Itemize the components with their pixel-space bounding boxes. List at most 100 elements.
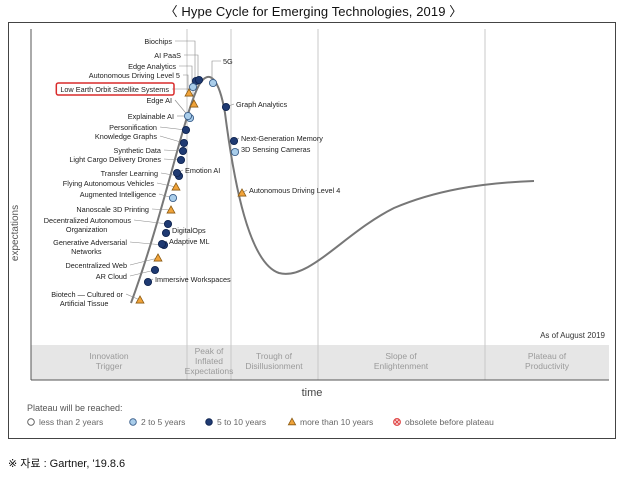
marker-synthetic-data <box>178 146 188 156</box>
label-line: Biotech — Cultured or <box>51 290 123 299</box>
phase-label: Innovation <box>89 351 128 361</box>
legend: less than 2 years 2 to 5 years 5 to 10 yea… <box>27 417 494 427</box>
label-autonomous-driving-level-4: Autonomous Driving Level 4 <box>249 186 340 195</box>
connector-edge-analytics <box>179 65 193 84</box>
marker-autonomous-driving-level-4 <box>237 188 247 197</box>
connector-knowledge-graphs <box>159 135 185 144</box>
connector-decentralized-autonomous-organization <box>133 219 169 225</box>
phase-label: Productivity <box>525 361 570 371</box>
phase-label: Peak of <box>195 346 224 356</box>
label-ai-paas: AI PaaS <box>154 51 181 60</box>
legend-marker-more-than-10-years <box>287 417 297 426</box>
legend-label-more-than-10-years: more than 10 years <box>300 417 373 427</box>
legend-marker-obsolete-before-plateau <box>393 418 401 426</box>
y-axis-label: expectations <box>10 205 21 261</box>
phase-label: Enlightenment <box>374 361 429 371</box>
phase-label: Inflated <box>195 356 223 366</box>
connector-ar-cloud <box>129 269 156 277</box>
marker-low-earth-orbit-satellite-systems <box>189 99 199 108</box>
phase-label: Disillusionment <box>245 361 303 371</box>
connector-autonomous-driving-level-5 <box>183 74 189 90</box>
marker-nanoscale-3d-printing <box>166 205 176 214</box>
label-flying-autonomous-vehicles: Flying Autonomous Vehicles <box>63 179 155 188</box>
label-biotech-cultured-or-artificial-tissue: Biotech — Cultured or Artificial Tissue <box>51 290 123 308</box>
legend-title: Plateau will be reached: <box>27 403 123 413</box>
label-edge-ai: Edge AI <box>146 96 172 105</box>
as-of-note: As of August 2019 <box>540 331 605 340</box>
label-immersive-workspaces: Immersive Workspaces <box>155 275 231 284</box>
marker-adaptive-ml <box>157 239 167 249</box>
legend-marker-5-to-10-years <box>205 418 213 426</box>
label-low-earth-orbit-satellite-systems: Low Earth Orbit Satellite Systems <box>60 85 169 94</box>
label-5g: 5G <box>223 57 233 66</box>
marker-next-generation-memory <box>229 136 239 146</box>
phase-label: Trough of <box>256 351 293 361</box>
legend-marker-obsolete-before-plateau-cross <box>394 419 400 425</box>
hype-cycle-figure: Biochips AI PaaS Edge Analytics Autonomous … <box>8 22 616 439</box>
marker-flying-autonomous-vehicles <box>171 182 181 191</box>
legend-label-less-than-2-years: less than 2 years <box>39 417 103 427</box>
marker-digitalops <box>161 228 171 238</box>
marker-decentralized-web <box>153 253 163 262</box>
technology-markers <box>135 75 247 304</box>
legend-marker-less-than-2-years <box>27 418 35 426</box>
label-personification: Personification <box>109 123 157 132</box>
marker-decentralized-autonomous-organization <box>163 219 173 229</box>
phase-label: Expectations <box>185 366 234 376</box>
marker-3d-sensing-cameras <box>230 147 240 157</box>
label-augmented-intelligence: Augmented Intelligence <box>80 190 156 199</box>
marker-graph-analytics <box>221 102 231 112</box>
label-graph-analytics: Graph Analytics <box>236 100 287 109</box>
marker-personification <box>181 125 191 135</box>
marker-light-cargo-delivery-drones <box>176 155 186 165</box>
legend-label-5-to-10-years: 5 to 10 years <box>217 417 266 427</box>
label-nanoscale-3d-printing: Nanoscale 3D Printing <box>76 205 149 214</box>
highlight-box <box>55 82 175 96</box>
label-biochips: Biochips <box>144 37 172 46</box>
phase-label: Slope of <box>385 351 417 361</box>
label-transfer-learning: Transfer Learning <box>101 169 158 178</box>
legend-label-obsolete-before-plateau: obsolete before plateau <box>405 417 494 427</box>
marker-ar-cloud <box>150 265 160 275</box>
label-3d-sensing-cameras: 3D Sensing Cameras <box>241 145 311 154</box>
marker-augmented-intelligence <box>168 193 178 203</box>
connector-biochips <box>175 40 196 78</box>
marker-5g <box>208 78 218 88</box>
label-adaptive-ml: Adaptive ML <box>169 237 210 246</box>
label-next-generation-memory: Next-Generation Memory <box>241 134 323 143</box>
source-note: ※ 자료 : Gartner, '19.8.6 <box>8 458 126 470</box>
label-digitalops: DigitalOps <box>172 226 206 235</box>
x-axis-label: time <box>302 387 323 399</box>
marker-immersive-workspaces <box>143 277 153 287</box>
phase-separators <box>186 29 486 380</box>
connector-ai-paas <box>184 54 199 77</box>
label-line: Networks <box>71 247 102 256</box>
label-line: Artificial Tissue <box>60 299 109 308</box>
marker-knowledge-graphs <box>179 138 189 148</box>
connector-biotech-cultured-or-artificial-tissue <box>125 293 141 301</box>
legend-marker-2-to-5-years <box>129 418 137 426</box>
label-line: Generative Adversarial <box>53 238 127 247</box>
phase-label: Plateau of <box>528 351 567 361</box>
marker-explainable-ai <box>183 111 193 121</box>
marker-edge-analytics <box>188 82 198 92</box>
connector-nanoscale-3d-printing <box>151 208 172 211</box>
label-line: Decentralized Autonomous <box>44 216 132 225</box>
label-knowledge-graphs: Knowledge Graphs <box>95 132 157 141</box>
label-emotion-ai: Emotion AI <box>185 166 220 175</box>
label-decentralized-autonomous-organization: Decentralized Autonomous Organization <box>44 216 132 234</box>
connector-decentralized-web <box>129 257 159 266</box>
label-synthetic-data: Synthetic Data <box>114 146 162 155</box>
label-decentralized-web: Decentralized Web <box>65 261 127 270</box>
connector-flying-autonomous-vehicles <box>156 182 177 188</box>
marker-biotech-cultured-or-artificial-tissue <box>135 295 145 304</box>
legend-label-2-to-5-years: 2 to 5 years <box>141 417 185 427</box>
connector-personification <box>159 126 187 131</box>
marker-emotion-ai <box>172 168 182 178</box>
label-line: Organization <box>66 225 107 234</box>
connector-5g <box>211 60 221 80</box>
phase-label: Trigger <box>96 361 123 371</box>
label-generative-adversarial-networks: Generative Adversarial Networks <box>53 238 127 256</box>
